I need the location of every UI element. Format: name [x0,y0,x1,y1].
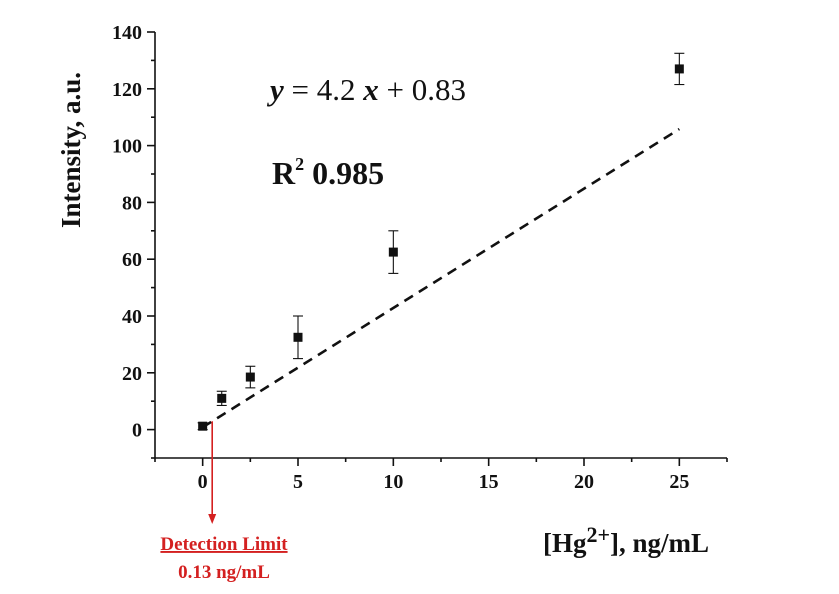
detection-limit-arrow-head [208,514,217,524]
x-tick-label: 25 [669,471,689,493]
detection-limit-label: Detection Limit [160,534,288,555]
data-point [388,247,398,257]
error-bars [197,52,685,431]
data-point [293,332,303,342]
y-axis-title: Intensity, a.u. [56,72,86,228]
x-tick-label: 0 [198,471,208,493]
y-tick-label: 120 [112,79,142,101]
fit-line-layer [201,127,681,429]
x-tick-label: 10 [383,471,403,493]
fit-equation-end: + 0.83 [379,72,466,107]
data-points [198,64,684,431]
x-axis-title-sup: 2+ [587,522,611,547]
detection-limit-value: 0.13 ng/mL [178,562,270,583]
data-point [245,372,255,382]
x-axis-title-unit: ], ng/mL [610,528,709,558]
fit-line [201,127,681,429]
y-tick-label: 0 [132,420,142,442]
x-tick-label: 15 [479,471,499,493]
y-tick-label: 80 [122,192,142,214]
x-tick-label: 5 [293,471,303,493]
x-axis-title-main: [Hg [543,528,587,558]
y-tick-label: 20 [122,363,142,385]
x-tick-label: 20 [574,471,594,493]
y-tick-label: 140 [112,22,142,44]
fit-equation: y = 4.2 x + 0.83 [266,72,466,107]
y-ticks: 0 20 40 60 80 100 120 140 [112,22,155,459]
data-point [198,421,208,431]
y-tick-label: 40 [122,306,142,328]
r-squared-value: 0.985 [304,155,384,191]
x-axis-title: [Hg2+], ng/mL [543,522,709,558]
fit-equation-y: y [266,72,284,107]
data-point [674,64,684,74]
r-squared-sup: 2 [295,154,304,174]
y-tick-label: 60 [122,249,142,271]
detection-limit-annotation: Detection Limit 0.13 ng/mL [160,421,288,583]
fit-equation-x: x [362,72,379,107]
data-point [217,393,227,403]
y-tick-label: 100 [112,136,142,158]
r-squared: R2 0.985 [272,154,384,191]
x-ticks: 0 5 10 15 20 25 [154,458,728,493]
r-squared-label: R [272,155,296,191]
fit-equation-mid: = 4.2 [284,72,363,107]
